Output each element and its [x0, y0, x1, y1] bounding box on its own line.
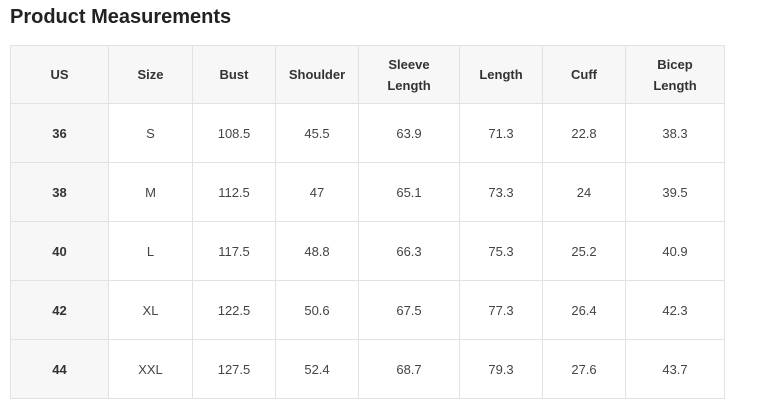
table-cell-shoulder: 52.4: [275, 339, 359, 399]
table-cell-shoulder: 50.6: [275, 280, 359, 340]
table-cell-sleeve-length: 65.1: [358, 162, 460, 222]
table-cell-bicep-length: 39.5: [625, 162, 725, 222]
table-cell-shoulder: 45.5: [275, 103, 359, 163]
table-cell-bicep-length: 43.7: [625, 339, 725, 399]
table-cell-length: 71.3: [459, 103, 543, 163]
table-cell-bust: 127.5: [192, 339, 276, 399]
table-cell-bicep-length: 42.3: [625, 280, 725, 340]
column-header-size: Size: [108, 45, 193, 104]
measurements-table: US Size Bust Shoulder Sleeve Length Leng…: [10, 45, 725, 399]
column-header-bicep-length: Bicep Length: [625, 45, 725, 104]
table-cell-cuff: 26.4: [542, 280, 626, 340]
table-cell-sleeve-length: 66.3: [358, 221, 460, 281]
table-cell-cuff: 27.6: [542, 339, 626, 399]
table-cell-bicep-length: 40.9: [625, 221, 725, 281]
table-row: 40 L 117.5 48.8 66.3 75.3 25.2 40.9: [10, 221, 725, 281]
column-header-bust: Bust: [192, 45, 276, 104]
table-cell-length: 77.3: [459, 280, 543, 340]
table-cell-size: L: [108, 221, 193, 281]
table-cell-length: 75.3: [459, 221, 543, 281]
table-cell-bicep-length: 38.3: [625, 103, 725, 163]
column-header-sleeve-length: Sleeve Length: [358, 45, 460, 104]
table-cell-cuff: 22.8: [542, 103, 626, 163]
table-cell-length: 79.3: [459, 339, 543, 399]
column-header-shoulder: Shoulder: [275, 45, 359, 104]
table-row: 44 XXL 127.5 52.4 68.7 79.3 27.6 43.7: [10, 339, 725, 399]
table-cell-cuff: 25.2: [542, 221, 626, 281]
table-cell-size: S: [108, 103, 193, 163]
table-cell-sleeve-length: 68.7: [358, 339, 460, 399]
table-cell-us: 38: [10, 162, 109, 222]
column-header-us: US: [10, 45, 109, 104]
table-cell-bust: 108.5: [192, 103, 276, 163]
table-cell-length: 73.3: [459, 162, 543, 222]
table-cell-shoulder: 47: [275, 162, 359, 222]
column-header-cuff: Cuff: [542, 45, 626, 104]
table-cell-bust: 122.5: [192, 280, 276, 340]
page-title: Product Measurements: [10, 6, 232, 28]
table-row: 38 M 112.5 47 65.1 73.3 24 39.5: [10, 162, 725, 222]
table-header-row: US Size Bust Shoulder Sleeve Length Leng…: [10, 45, 725, 104]
table-cell-size: XXL: [108, 339, 193, 399]
table-cell-cuff: 24: [542, 162, 626, 222]
column-header-length: Length: [459, 45, 543, 104]
table-row: 42 XL 122.5 50.6 67.5 77.3 26.4 42.3: [10, 280, 725, 340]
table-cell-sleeve-length: 67.5: [358, 280, 460, 340]
table-cell-size: M: [108, 162, 193, 222]
table-cell-sleeve-length: 63.9: [358, 103, 460, 163]
table-cell-bust: 117.5: [192, 221, 276, 281]
table-cell-us: 42: [10, 280, 109, 340]
table-cell-us: 36: [10, 103, 109, 163]
table-cell-size: XL: [108, 280, 193, 340]
table-row: 36 S 108.5 45.5 63.9 71.3 22.8 38.3: [10, 103, 725, 163]
table-cell-bust: 112.5: [192, 162, 276, 222]
table-cell-us: 44: [10, 339, 109, 399]
table-cell-us: 40: [10, 221, 109, 281]
table-cell-shoulder: 48.8: [275, 221, 359, 281]
